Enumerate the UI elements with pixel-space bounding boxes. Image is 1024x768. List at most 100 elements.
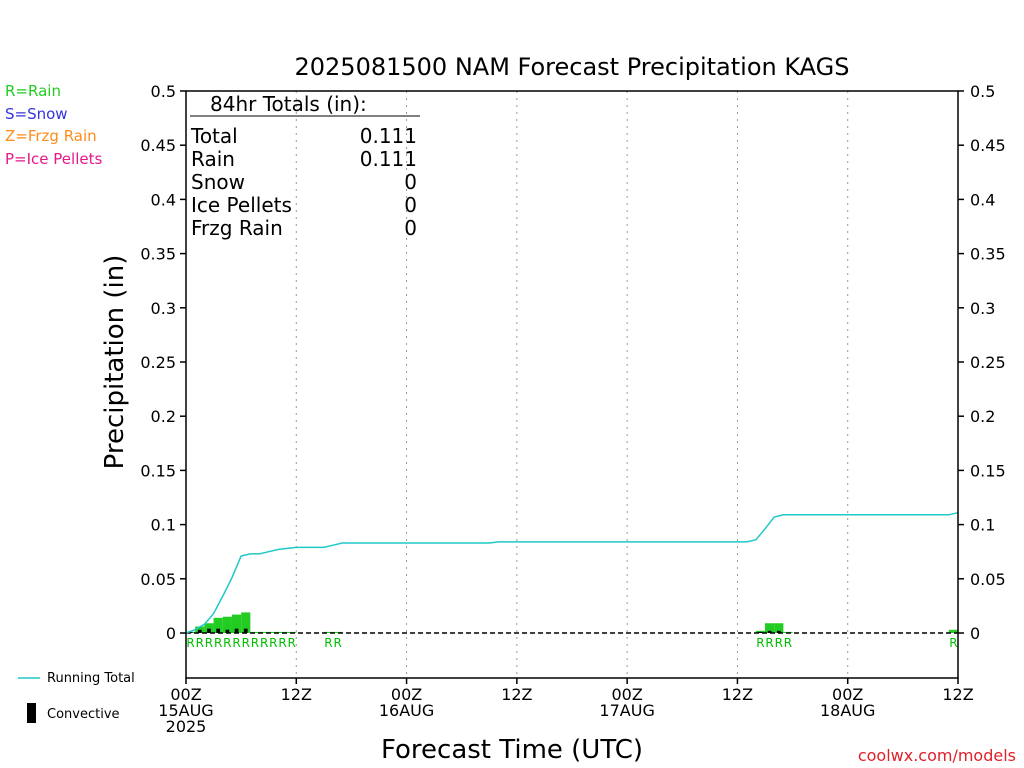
- convective-legend-swatch: [27, 703, 36, 723]
- totals-box: 84hr Totals (in): Total 0.111 Rain 0.111 Sno…: [190, 92, 420, 240]
- ptype-label: R: [186, 636, 194, 650]
- convective-legend-label: Convective: [47, 707, 120, 722]
- ptype-label: R: [333, 636, 341, 650]
- running-total-legend-label: Running Total: [47, 671, 135, 686]
- ptype-label: R: [784, 636, 792, 650]
- legend-ice-pellets: P=Ice Pellets: [5, 150, 102, 168]
- legend-rain: R=Rain: [5, 82, 61, 100]
- legend-frzg-rain: Z=Frzg Rain: [5, 127, 97, 145]
- ptype-label: R: [232, 636, 240, 650]
- totals-heading: 84hr Totals (in):: [210, 92, 367, 116]
- y-tick-label-right: 0.1: [970, 516, 995, 535]
- ptype-label: R: [756, 636, 764, 650]
- y-tick-label-left: 0.3: [151, 299, 176, 318]
- totals-label: Total: [190, 124, 238, 148]
- running-total-line: [185, 511, 959, 634]
- x-tick-label: 17AUG: [599, 701, 654, 720]
- y-axis-title: Precipitation (in): [100, 255, 130, 470]
- ptype-label: R: [223, 636, 231, 650]
- ptype-label: R: [765, 636, 773, 650]
- totals-label: Snow: [191, 170, 245, 194]
- totals-value: 0: [404, 193, 417, 217]
- y-tick-label-left: 0.2: [151, 407, 176, 426]
- series-legend: Running Total Convective: [18, 671, 135, 723]
- convective-bar: [767, 630, 772, 633]
- x-tick-label: 12Z: [722, 685, 753, 704]
- x-tick-label: 00Z: [611, 685, 642, 704]
- totals-label: Rain: [191, 147, 235, 171]
- x-tick-label: 00Z: [170, 685, 201, 704]
- precip-bar: [333, 631, 343, 633]
- precip-bars: [186, 612, 958, 633]
- precip-bar: [948, 629, 958, 633]
- precip-bar: [213, 617, 223, 633]
- precip-bar: [259, 631, 269, 633]
- x-tick-label: 00Z: [391, 685, 422, 704]
- x-tick-label: 12Z: [942, 685, 973, 704]
- ptype-label: R: [205, 636, 213, 650]
- precip-bar: [268, 631, 278, 633]
- y-tick-label-right: 0.25: [970, 353, 1006, 372]
- convective-bar: [207, 628, 211, 633]
- convective-bar: [197, 629, 202, 633]
- convective-bar: [758, 631, 763, 633]
- y-tick-label-right: 0.45: [970, 136, 1006, 155]
- ptype-label: R: [278, 636, 286, 650]
- totals-value: 0.111: [360, 147, 417, 171]
- convective-bar: [776, 630, 781, 633]
- convective-bar: [225, 629, 230, 633]
- totals-value: 0: [404, 216, 417, 240]
- ptype-label: R: [324, 636, 332, 650]
- totals-rows: Total 0.111 Rain 0.111 Snow 0 Ice Pellets 0 Frzg…: [190, 124, 417, 240]
- totals-label: Ice Pellets: [191, 193, 292, 217]
- x-axis-title: Forecast Time (UTC): [381, 735, 643, 765]
- convective-bar: [234, 628, 239, 633]
- totals-label: Frzg Rain: [191, 216, 283, 240]
- y-tick-label-left: 0.25: [140, 353, 176, 372]
- y-tick-label-right: 0.5: [970, 82, 995, 101]
- y-axis-ticks: 0 00.05 0.050.1 0.10.15 0.150.2 0.20.25 0.250.…: [140, 82, 1005, 643]
- y-tick-label-right: 0.4: [970, 190, 995, 209]
- precip-bar: [323, 631, 334, 633]
- chart-title: 2025081500 NAM Forecast Precipitation KA…: [295, 53, 850, 81]
- ptype-label: R: [288, 636, 296, 650]
- x-tick-label: 2025: [166, 717, 207, 736]
- x-tick-label: 12Z: [281, 685, 312, 704]
- ptype-label: R: [269, 636, 277, 650]
- totals-value: 0.111: [360, 124, 417, 148]
- ptype-label: R: [251, 636, 259, 650]
- ptype-label: R: [949, 636, 957, 650]
- x-tick-label: 18AUG: [820, 701, 875, 720]
- y-tick-label-left: 0.4: [151, 190, 176, 209]
- vertical-gridlines: [295, 91, 849, 678]
- x-tick-label: 15AUG: [158, 701, 213, 720]
- y-tick-label-right: 0.2: [970, 407, 995, 426]
- credit-text: coolwx.com/models: [858, 746, 1016, 765]
- y-tick-label-right: 0.3: [970, 299, 995, 318]
- y-tick-label-right: 0.05: [970, 570, 1006, 589]
- x-tick-label: 12Z: [501, 685, 532, 704]
- y-tick-label-left: 0: [166, 624, 176, 643]
- x-tick-label: 16AUG: [379, 701, 434, 720]
- y-tick-label-left: 0.5: [151, 82, 176, 101]
- precip-bar: [222, 616, 232, 633]
- y-tick-label-left: 0.15: [140, 461, 176, 480]
- precip-bar: [765, 623, 775, 633]
- y-tick-label-left: 0.35: [140, 245, 176, 264]
- ptype-label: R: [214, 636, 222, 650]
- convective-bar: [216, 628, 221, 633]
- convective-bar: [243, 628, 248, 633]
- y-tick-label-left: 0.1: [151, 516, 176, 535]
- y-tick-label-right: 0: [970, 624, 980, 643]
- ptype-label: R: [196, 636, 204, 650]
- ptype-label: R: [775, 636, 783, 650]
- legend-snow: S=Snow: [5, 105, 68, 123]
- y-tick-label-right: 0.35: [970, 245, 1006, 264]
- y-tick-label-right: 0.15: [970, 461, 1006, 480]
- ptype-label: R: [242, 636, 250, 650]
- precip-bar: [231, 614, 242, 633]
- x-tick-label: 00Z: [832, 685, 863, 704]
- precip-bar: [204, 623, 214, 633]
